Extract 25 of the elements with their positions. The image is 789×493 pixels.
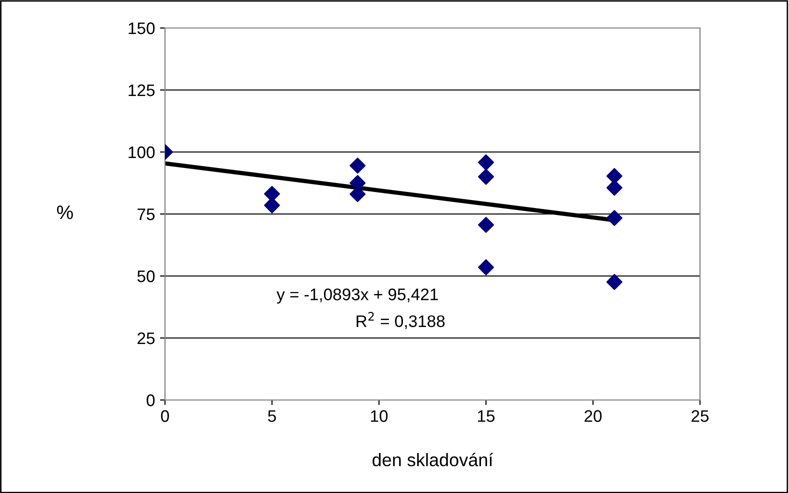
x-tick-label: 15 <box>478 410 495 422</box>
x-tick-label: 5 <box>268 410 276 422</box>
point <box>350 158 366 174</box>
y-tick-label: 0 <box>146 394 155 406</box>
x-tick-label: 0 <box>161 410 169 422</box>
x-axis-title: den skladování <box>372 452 494 466</box>
point <box>606 180 622 196</box>
point <box>478 216 494 233</box>
annotation: R$^{2}$ = 0,3188 <box>356 312 445 330</box>
point <box>606 210 622 226</box>
y-tick-label: 100 <box>128 146 155 158</box>
annotation: y = -1,0893x + 95,421 <box>276 288 438 304</box>
point <box>478 259 494 276</box>
point <box>478 168 494 185</box>
point <box>606 274 622 290</box>
x-tick-label: 25 <box>692 410 709 422</box>
y-tick-label: 125 <box>128 84 155 96</box>
y-tick-label: 25 <box>138 332 155 344</box>
x-tick-label: 10 <box>371 410 388 422</box>
point <box>478 154 494 170</box>
x-tick-label: 20 <box>584 410 602 422</box>
y-axis-title: % <box>57 206 73 220</box>
y-tick-label: 75 <box>138 208 155 220</box>
y-tick-label: 50 <box>137 270 155 282</box>
y-tick-label: 150 <box>128 22 155 34</box>
